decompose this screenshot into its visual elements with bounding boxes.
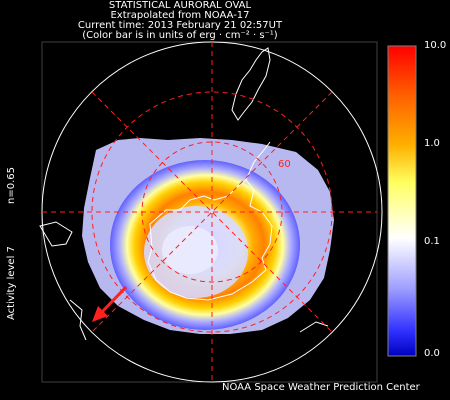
meridian-line — [91, 91, 333, 333]
color-bar — [387, 45, 417, 357]
sun-direction-arrow — [98, 285, 128, 316]
colorbar-tick-label: 10.0 — [424, 40, 447, 51]
coastline-fragment — [39, 221, 73, 247]
antarctica-coastline — [147, 179, 273, 301]
credit-text: NOAA Space Weather Prediction Center — [222, 382, 420, 393]
figure-subtitle: Extrapolated from NOAA-17 — [110, 10, 250, 21]
current-time: Current time: 2013 February 21 02:57UT — [77, 20, 283, 31]
arrow-head — [92, 306, 108, 322]
latitude-label: 60 — [278, 159, 291, 170]
colorbar-tick-label: 0.1 — [424, 236, 440, 247]
meridian-line — [91, 91, 333, 333]
colorbar-tick-label: 0.0 — [424, 348, 440, 359]
figure-title: STATISTICAL AURORAL OVAL — [108, 0, 252, 11]
units-note: (Color bar is in units of erg · cm⁻² · s… — [82, 30, 278, 41]
colorbar-tick-label: 1.0 — [424, 138, 440, 149]
south-america-coastline — [231, 47, 271, 121]
